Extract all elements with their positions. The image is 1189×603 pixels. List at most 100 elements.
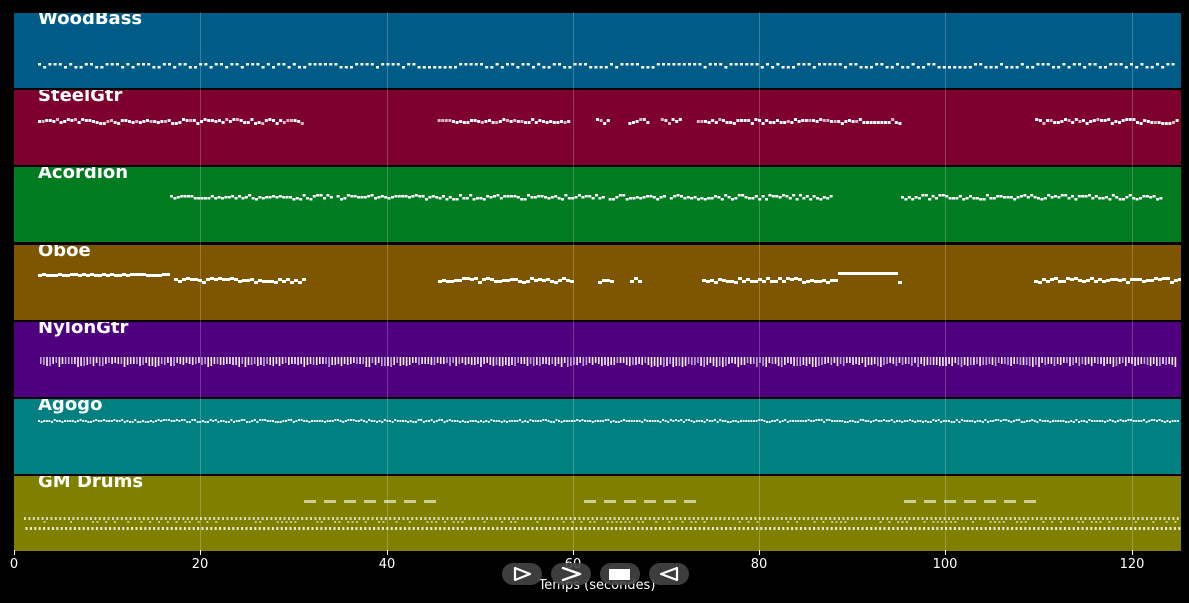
note <box>362 357 364 364</box>
note <box>282 280 286 283</box>
note <box>818 280 822 283</box>
note <box>266 517 268 520</box>
note <box>875 419 878 421</box>
note <box>394 419 397 421</box>
note <box>732 122 736 125</box>
note <box>711 527 714 530</box>
note <box>433 66 437 69</box>
note <box>1145 66 1149 69</box>
note <box>899 517 902 520</box>
note <box>263 527 266 530</box>
note <box>912 517 915 520</box>
note <box>108 357 110 363</box>
note <box>102 357 104 366</box>
note <box>424 517 427 520</box>
track-acordion[interactable]: Acordion <box>14 167 1181 242</box>
note <box>1098 420 1101 422</box>
note <box>495 121 499 124</box>
note <box>539 420 542 422</box>
note <box>88 119 92 122</box>
track-woodbass[interactable]: WoodBass <box>14 13 1181 88</box>
note <box>304 500 316 503</box>
note <box>1044 357 1046 365</box>
note <box>458 279 462 282</box>
note <box>131 121 135 124</box>
note <box>1109 63 1113 66</box>
note <box>144 421 147 423</box>
note <box>129 357 132 364</box>
note <box>513 119 517 122</box>
note <box>69 527 72 530</box>
note <box>1023 194 1027 197</box>
note <box>319 357 321 364</box>
note <box>282 420 285 422</box>
track-nylongtr[interactable]: NylonGtr <box>14 322 1181 397</box>
note <box>138 517 141 520</box>
note <box>239 517 242 520</box>
note <box>324 421 326 423</box>
note <box>506 63 509 66</box>
note <box>363 196 367 199</box>
note <box>521 517 524 520</box>
note <box>1046 63 1050 66</box>
note <box>829 195 833 198</box>
note <box>71 357 73 364</box>
note <box>989 66 993 69</box>
note <box>976 420 979 422</box>
note <box>619 527 622 530</box>
note <box>443 357 445 364</box>
track-agogo[interactable]: Agogo <box>14 399 1181 474</box>
track-oboe[interactable]: Oboe <box>14 245 1181 320</box>
note <box>381 527 384 530</box>
note <box>785 517 788 520</box>
note <box>380 517 383 520</box>
note <box>225 118 229 121</box>
note <box>531 527 534 530</box>
rewind-button[interactable] <box>649 563 689 585</box>
note <box>1077 521 1080 523</box>
note <box>199 63 203 66</box>
note <box>554 357 557 366</box>
note <box>64 420 66 422</box>
note <box>1015 527 1018 530</box>
track-steelgtr[interactable]: SteelGtr <box>14 90 1181 165</box>
play-outline-button[interactable] <box>502 563 542 585</box>
note <box>238 280 242 283</box>
note <box>571 420 573 422</box>
note <box>830 357 833 365</box>
note <box>333 527 336 530</box>
note <box>1116 527 1119 530</box>
track-gm-drums[interactable]: GM Drums <box>14 476 1181 551</box>
note <box>1108 521 1111 523</box>
note <box>168 63 171 66</box>
note <box>438 419 441 421</box>
note <box>760 66 764 69</box>
note <box>763 517 766 520</box>
note <box>371 517 374 520</box>
note <box>676 527 679 530</box>
note <box>874 527 877 530</box>
note <box>167 357 169 363</box>
note <box>874 272 878 275</box>
note <box>461 420 464 422</box>
note <box>644 517 647 520</box>
note <box>974 421 976 423</box>
note <box>347 521 350 523</box>
note <box>514 278 518 281</box>
note <box>222 278 226 281</box>
note <box>556 121 560 124</box>
note <box>780 357 783 367</box>
note <box>324 500 336 503</box>
note <box>215 521 218 523</box>
stop-button[interactable] <box>600 563 640 585</box>
note <box>240 66 244 69</box>
fast-forward-button[interactable] <box>551 563 591 585</box>
note <box>456 527 459 530</box>
note <box>422 66 426 69</box>
note <box>282 196 286 199</box>
note <box>174 278 178 281</box>
note <box>278 357 281 366</box>
note <box>858 357 860 365</box>
note <box>1168 122 1172 125</box>
note <box>194 419 196 421</box>
